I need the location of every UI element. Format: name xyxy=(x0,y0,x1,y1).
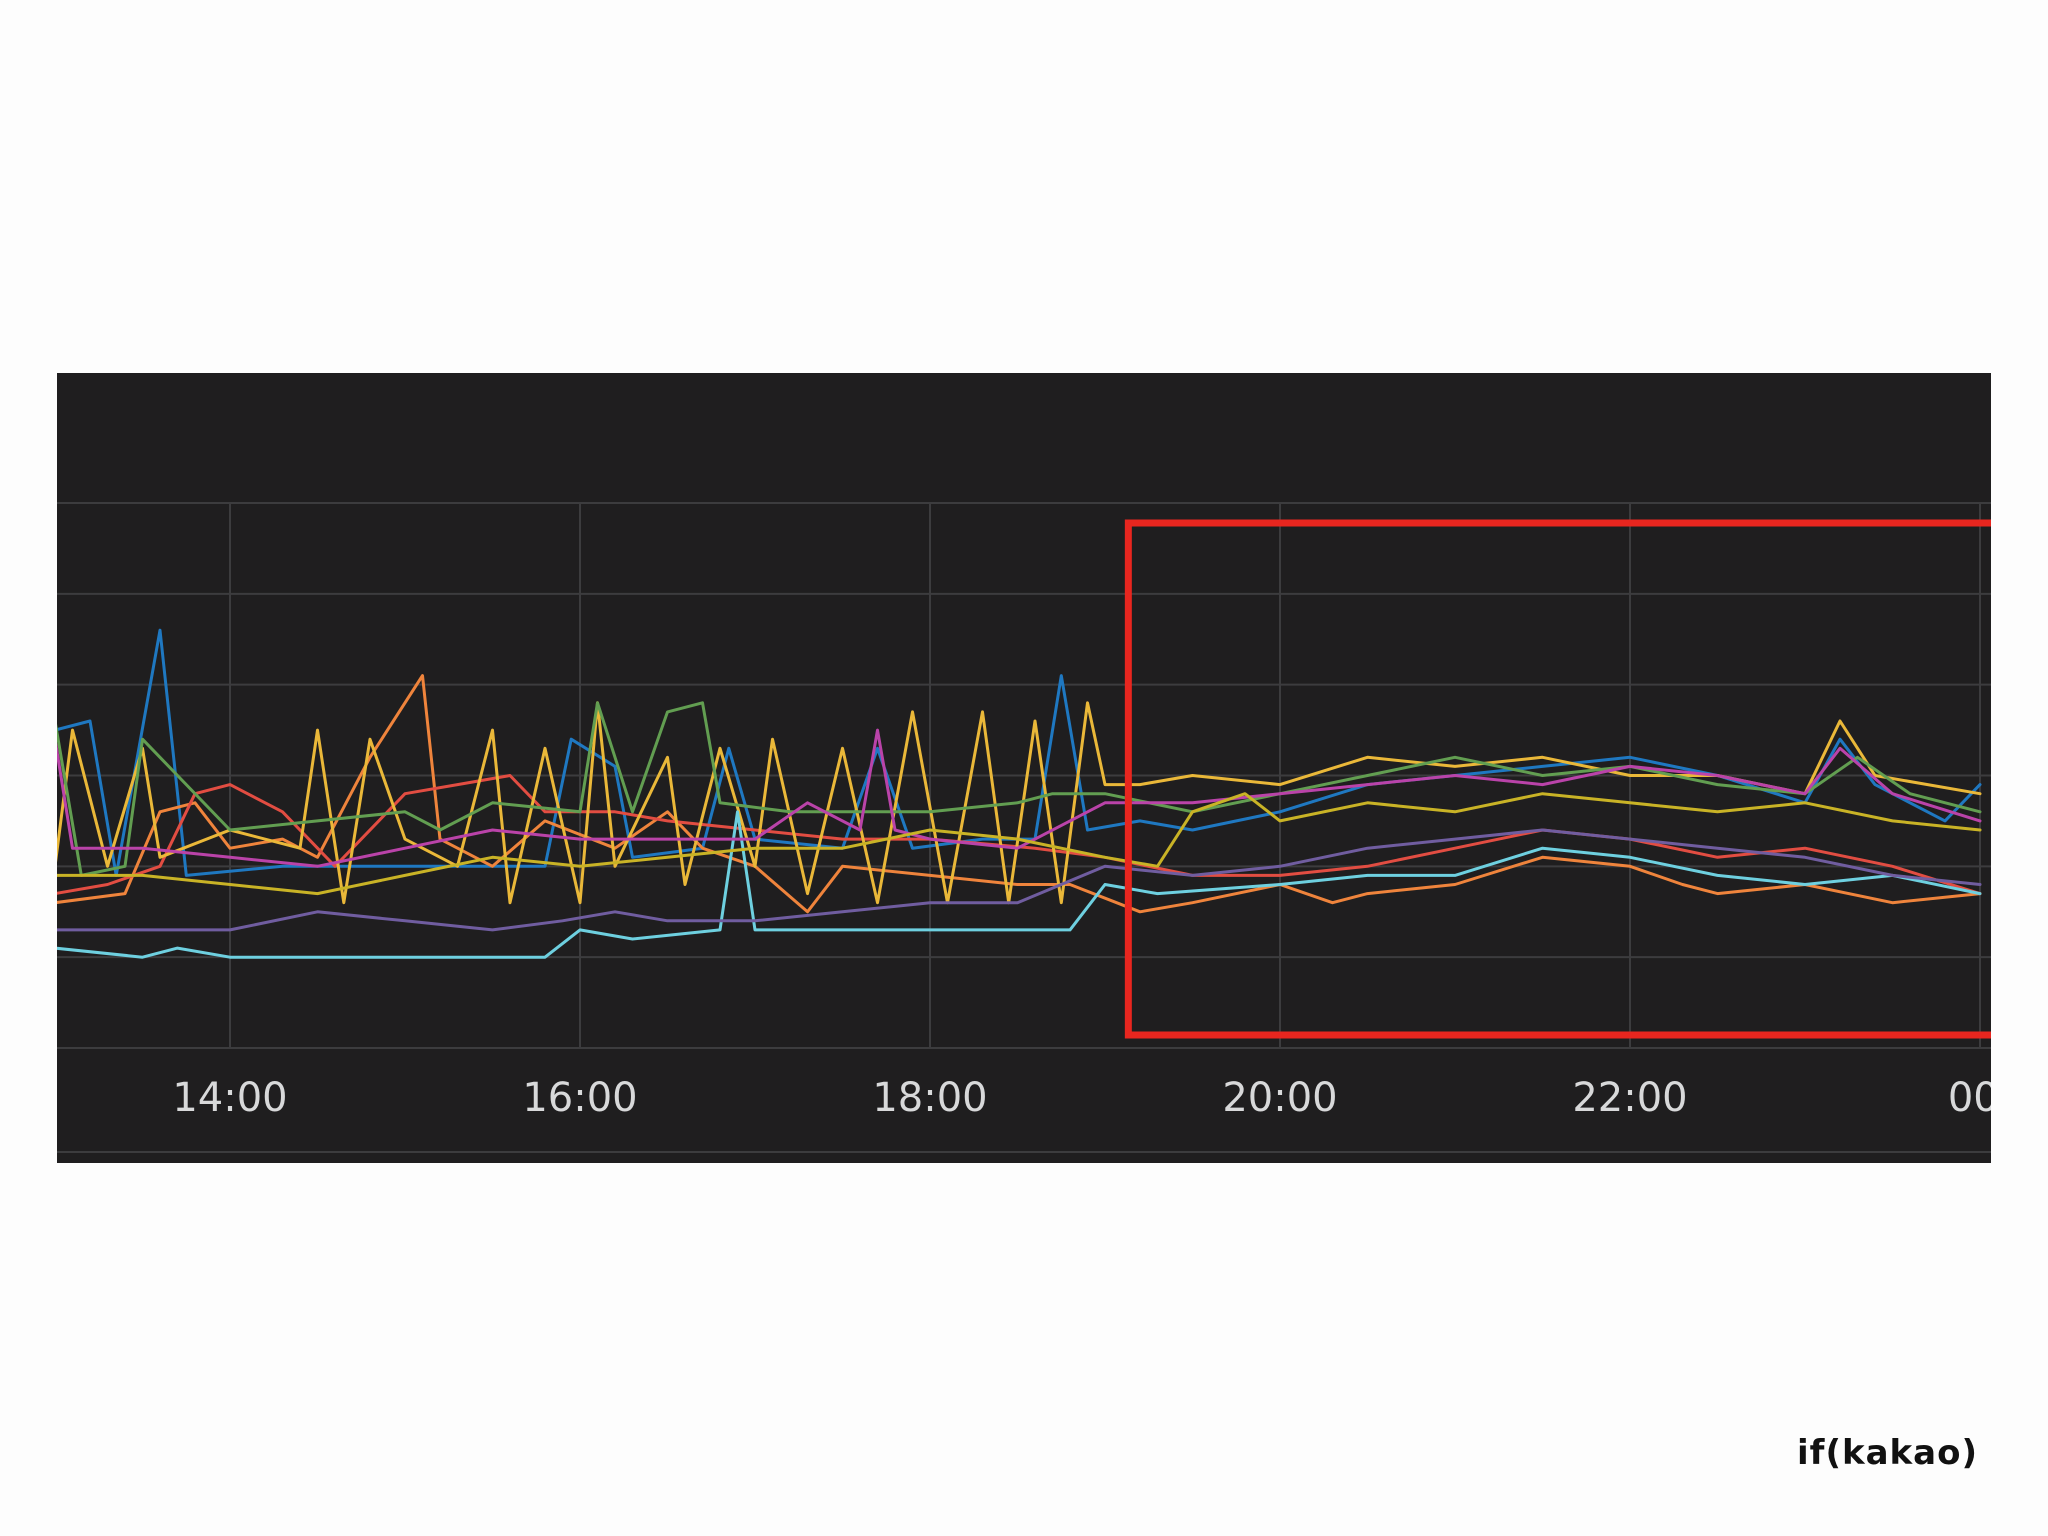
series-line xyxy=(57,674,1982,914)
x-axis-ticks: 14:00 16:00 18:00 20:00 22:00 00: xyxy=(172,1075,1991,1121)
x-tick-label: 22:00 xyxy=(1572,1075,1687,1121)
series-line xyxy=(57,628,1982,877)
x-tick-label: 18:00 xyxy=(872,1075,987,1121)
line-chart: 14:00 16:00 18:00 20:00 22:00 00: xyxy=(57,502,1991,1153)
x-tick-label: 00: xyxy=(1948,1075,1991,1121)
highlight-box xyxy=(1124,519,1991,1039)
chart-panel: 14:00 16:00 18:00 20:00 22:00 00: xyxy=(57,373,1991,1163)
series-line xyxy=(57,810,1982,959)
series-line xyxy=(57,701,1982,877)
x-tick-label: 16:00 xyxy=(522,1075,637,1121)
series-line xyxy=(57,828,1982,932)
x-tick-label: 14:00 xyxy=(172,1075,287,1121)
highlight-rectangle xyxy=(1124,519,1991,1039)
x-tick-label: 20:00 xyxy=(1222,1075,1337,1121)
series-line xyxy=(57,792,1982,896)
brand-logo: if(kakao) xyxy=(1797,1433,1978,1473)
grid-lines xyxy=(57,502,1991,1153)
series-lines xyxy=(57,628,1982,959)
